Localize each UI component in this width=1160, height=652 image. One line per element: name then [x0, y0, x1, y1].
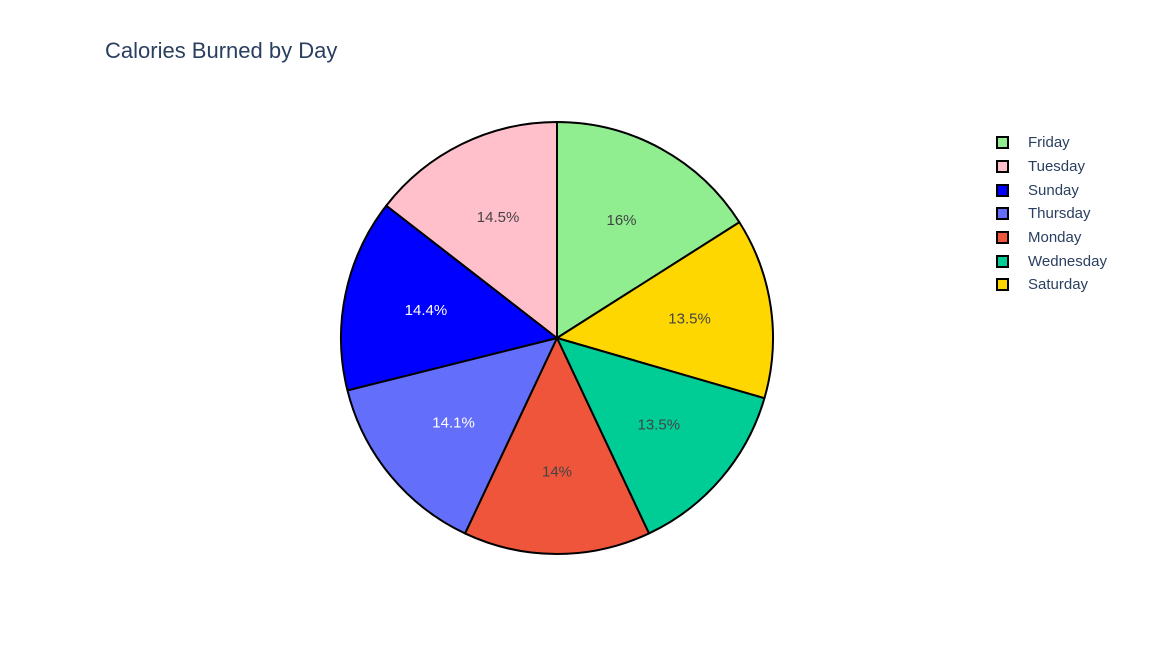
legend-label-tuesday: Tuesday [1028, 158, 1085, 176]
legend-item-saturday[interactable]: Saturday [996, 273, 1156, 297]
slice-label-monday: 14% [542, 463, 572, 480]
pie-slice-thursday[interactable] [346, 337, 558, 535]
slice-label-thursday: 14.1% [432, 415, 475, 432]
legend-item-wednesday[interactable]: Wednesday [996, 249, 1156, 273]
chart-title: Calories Burned by Day [105, 38, 338, 63]
legend-label-monday: Monday [1028, 229, 1082, 247]
pie-slice-monday[interactable] [464, 337, 650, 555]
legend-label-friday: Friday [1028, 134, 1070, 152]
legend-item-sunday[interactable]: Sunday [996, 178, 1156, 202]
slice-label-tuesday: 14.5% [477, 209, 520, 226]
legend-swatch-sunday [996, 183, 1009, 197]
slice-label-friday: 16% [607, 212, 637, 229]
legend-label-saturday: Saturday [1028, 276, 1089, 294]
legend-label-sunday: Sunday [1028, 181, 1079, 199]
legend-item-tuesday[interactable]: Tuesday [996, 155, 1156, 179]
pie-slice-wednesday[interactable] [556, 337, 766, 535]
legend-item-monday[interactable]: Monday [996, 226, 1156, 250]
legend-label-thursday: Thursday [1028, 205, 1091, 223]
slice-label-sunday: 14.4% [405, 302, 448, 319]
legend-swatch-tuesday [996, 160, 1009, 174]
pie-slice-friday[interactable] [556, 121, 741, 339]
slice-label-wednesday: 13.5% [638, 416, 681, 433]
legend-swatch-thursday [996, 207, 1009, 221]
legend-swatch-friday [996, 136, 1009, 150]
legend-item-thursday[interactable]: Thursday [996, 202, 1156, 226]
legend-swatch-saturday [996, 278, 1009, 292]
chart-legend: Friday Tuesday Sunday Thursday Monday Wednesd… [996, 131, 1156, 297]
legend-item-friday[interactable]: Friday [996, 131, 1156, 155]
legend-swatch-monday [996, 231, 1009, 245]
slice-label-saturday: 13.5% [668, 311, 711, 328]
legend-swatch-wednesday [996, 254, 1009, 268]
pie-slice-saturday[interactable] [556, 221, 774, 400]
legend-label-wednesday: Wednesday [1028, 252, 1107, 270]
pie-slice-sunday[interactable] [340, 204, 558, 392]
pie-slice-tuesday[interactable] [385, 121, 558, 339]
